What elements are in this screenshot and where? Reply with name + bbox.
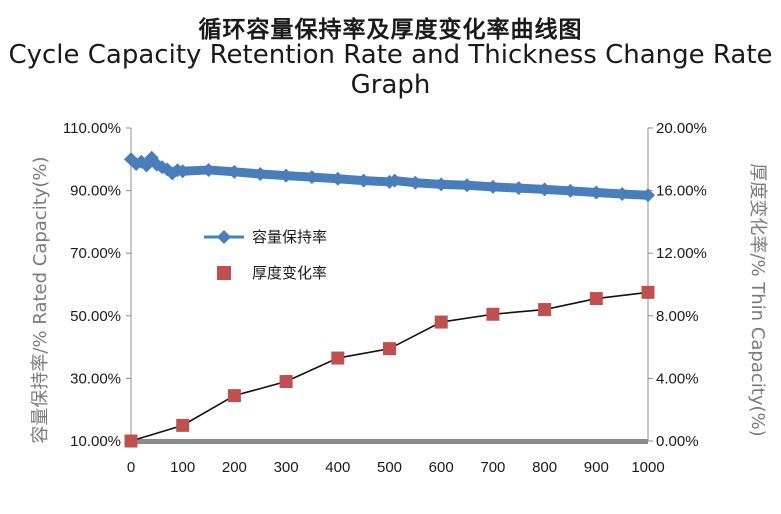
thickness-change-point	[124, 434, 138, 448]
capacity-retention-point	[201, 162, 216, 177]
y-right-tick-label: 20.00%	[656, 120, 707, 137]
series-layer	[124, 150, 655, 448]
y-right-tick-label: 0.00%	[656, 433, 699, 450]
y-right-tick-label: 8.00%	[656, 308, 699, 325]
legend-label: 厚度变化率	[252, 264, 327, 282]
capacity-retention-point	[227, 164, 242, 179]
capacity-retention-point	[537, 182, 552, 197]
capacity-retention-point	[460, 178, 475, 193]
x-tick-label: 1000	[631, 459, 664, 476]
y-axis-right-label: 厚度变化率/% Thin Capacity(%)	[747, 163, 768, 436]
x-tick-label: 600	[429, 459, 454, 476]
thickness-change-point	[279, 375, 293, 389]
y-right-tick-label: 16.00%	[656, 183, 707, 200]
x-tick-label: 300	[274, 459, 299, 476]
capacity-retention-point	[563, 183, 578, 198]
y-left-tick-label: 70.00%	[70, 245, 121, 262]
thickness-change-point	[383, 342, 396, 356]
legend-capacity-marker	[217, 230, 231, 244]
x-tick-label: 900	[584, 459, 609, 476]
capacity-retention-point	[511, 181, 526, 196]
thickness-change-point	[486, 307, 500, 321]
thickness-change-point	[331, 351, 345, 365]
legend-label: 容量保持率	[252, 228, 327, 246]
x-tick-label: 100	[170, 459, 195, 476]
y-left-tick-label: 50.00%	[70, 308, 121, 325]
capacity-retention-point	[485, 179, 500, 194]
x-tick-label: 200	[222, 459, 247, 476]
capacity-retention-point	[304, 170, 319, 185]
thickness-change-point	[589, 292, 603, 306]
y-left-tick-label: 10.00%	[70, 433, 121, 450]
thickness-change-point	[434, 315, 448, 329]
x-tick-label: 700	[480, 459, 505, 476]
y-right-tick-label: 4.00%	[656, 370, 699, 387]
thickness-change-line	[130, 291, 649, 442]
y-left-tick-label: 90.00%	[70, 183, 121, 200]
capacity-retention-point	[615, 187, 630, 202]
thickness-change-point	[641, 285, 655, 299]
capacity-retention-point	[387, 173, 402, 188]
thickness-change-point	[176, 418, 190, 432]
thickness-change-point	[538, 303, 552, 317]
thickness-change-point	[227, 389, 241, 403]
capacity-retention-point	[279, 168, 294, 183]
x-axis-line	[131, 439, 648, 444]
axes-layer	[126, 127, 653, 444]
x-tick-label: 400	[325, 459, 350, 476]
legend-thickness-marker	[217, 266, 231, 280]
y-right-tick-label: 12.00%	[656, 245, 707, 262]
capacity-retention-point	[356, 173, 371, 188]
y-axis-left-label: 容量保持率/% Rated Capacity(%)	[30, 156, 51, 443]
tick-labels-layer: 10.00% 30.00% 50.00% 70.00% 90.00% 110.00% 0.0…	[63, 120, 707, 476]
capacity-retention-point	[589, 185, 604, 200]
capacity-retention-point	[408, 175, 423, 190]
capacity-retention-point	[641, 188, 655, 203]
y-left-tick-label: 110.00%	[63, 120, 121, 137]
x-tick-label: 500	[377, 459, 402, 476]
capacity-retention-point	[253, 167, 268, 182]
chart-title-chinese: 循环容量保持率及厚度变化率曲线图	[198, 17, 583, 43]
x-tick-label: 0	[127, 459, 135, 476]
capacity-retention-point	[434, 177, 449, 192]
capacity-retention-point	[175, 164, 190, 179]
y-left-tick-label: 30.00%	[70, 370, 121, 387]
capacity-retention-point	[330, 171, 345, 186]
chart-title-english: Cycle Capacity Retention Rate and Thickn…	[8, 40, 773, 100]
x-tick-label: 800	[532, 459, 557, 476]
